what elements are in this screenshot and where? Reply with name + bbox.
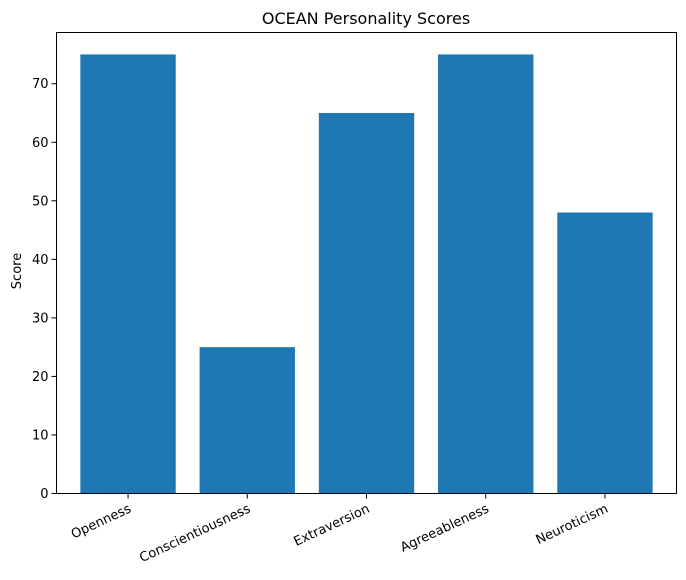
- bar-conscientiousness: [199, 347, 295, 494]
- x-tick-label-agreeableness: Agreeableness: [398, 501, 491, 555]
- bar-neuroticism: [557, 212, 653, 494]
- bar-openness: [80, 54, 176, 494]
- x-tick-label-extraversion: Extraversion: [292, 502, 373, 550]
- bar-extraversion: [318, 112, 415, 494]
- y-tick-label: 50: [32, 194, 49, 209]
- bar-agreeableness: [438, 54, 534, 494]
- y-tick-label: 10: [32, 428, 49, 443]
- y-axis-label: Score: [10, 253, 25, 289]
- chart-title: OCEAN Personality Scores: [262, 9, 470, 28]
- x-axis: Openness Conscientiousness Extraversion Agr…: [69, 493, 611, 566]
- y-tick-label: 60: [32, 136, 49, 151]
- plot-frame: [56, 32, 677, 494]
- plot-bars: [80, 54, 653, 494]
- y-tick-label: 70: [32, 77, 49, 92]
- y-tick-label: 40: [32, 253, 49, 268]
- y-axis: 0 10 20 30 40 50 60 70: [32, 77, 57, 502]
- y-tick-label: 0: [40, 487, 48, 502]
- x-tick-label-neuroticism: Neuroticism: [534, 502, 611, 549]
- y-tick-label: 20: [32, 370, 49, 385]
- y-tick-label: 30: [32, 311, 49, 326]
- x-tick-label-openness: Openness: [69, 501, 134, 542]
- x-tick-label-conscientiousness: Conscientiousness: [137, 501, 253, 566]
